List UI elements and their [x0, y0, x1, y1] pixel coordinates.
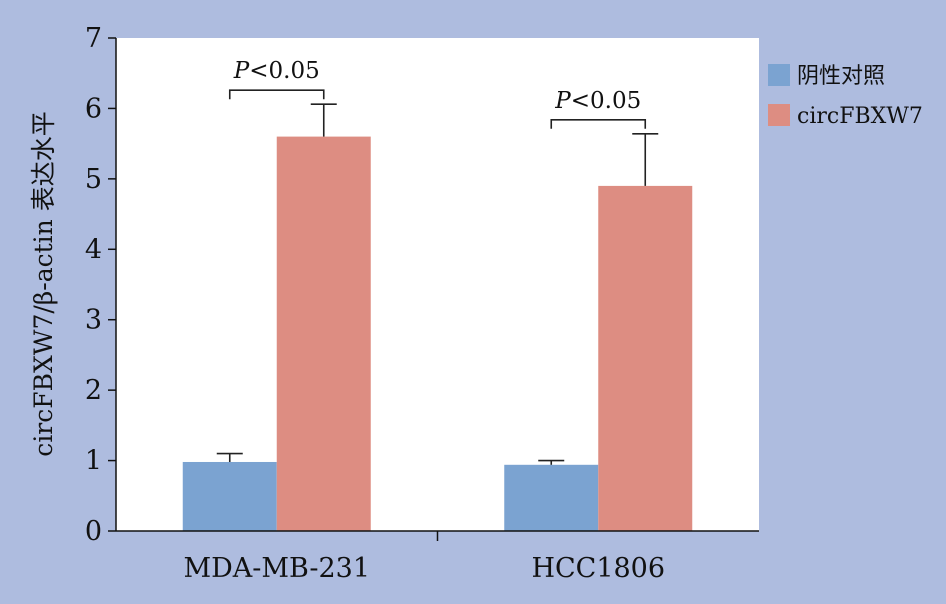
legend-swatch — [768, 104, 790, 126]
significance-bracket — [550, 118, 647, 129]
significance-bracket — [228, 89, 325, 100]
plot-layer: 0 1 2 3 4 5 6 7 MDA-MB-231 P<0.05 HCC1806 P<0.05 — [85, 23, 693, 584]
bar — [504, 464, 599, 531]
y-tick-label: 6 — [85, 93, 102, 124]
bar — [182, 461, 277, 531]
bar — [276, 136, 371, 531]
legend: 阴性对照 circFBXW7 — [768, 64, 923, 129]
y-tick-label: 5 — [85, 164, 102, 195]
y-tick-label: 0 — [85, 516, 102, 547]
y-tick-label: 1 — [85, 446, 102, 477]
p-value-label: P<0.05 — [233, 58, 320, 84]
y-tick-label: 7 — [85, 23, 102, 54]
y-tick-label: 3 — [85, 305, 102, 336]
p-value-label: P<0.05 — [554, 88, 641, 114]
legend-swatch — [768, 64, 790, 86]
bar — [598, 185, 693, 531]
y-axis-label: circFBXW7/β-actin 表达水平 — [29, 111, 58, 456]
x-category-label: HCC1806 — [531, 553, 665, 584]
legend-label: circFBXW7 — [797, 104, 923, 129]
legend-label: 阴性对照 — [797, 64, 885, 89]
y-tick-label: 4 — [85, 234, 102, 265]
x-category-label: MDA-MB-231 — [183, 553, 370, 584]
y-tick-label: 2 — [85, 375, 102, 406]
